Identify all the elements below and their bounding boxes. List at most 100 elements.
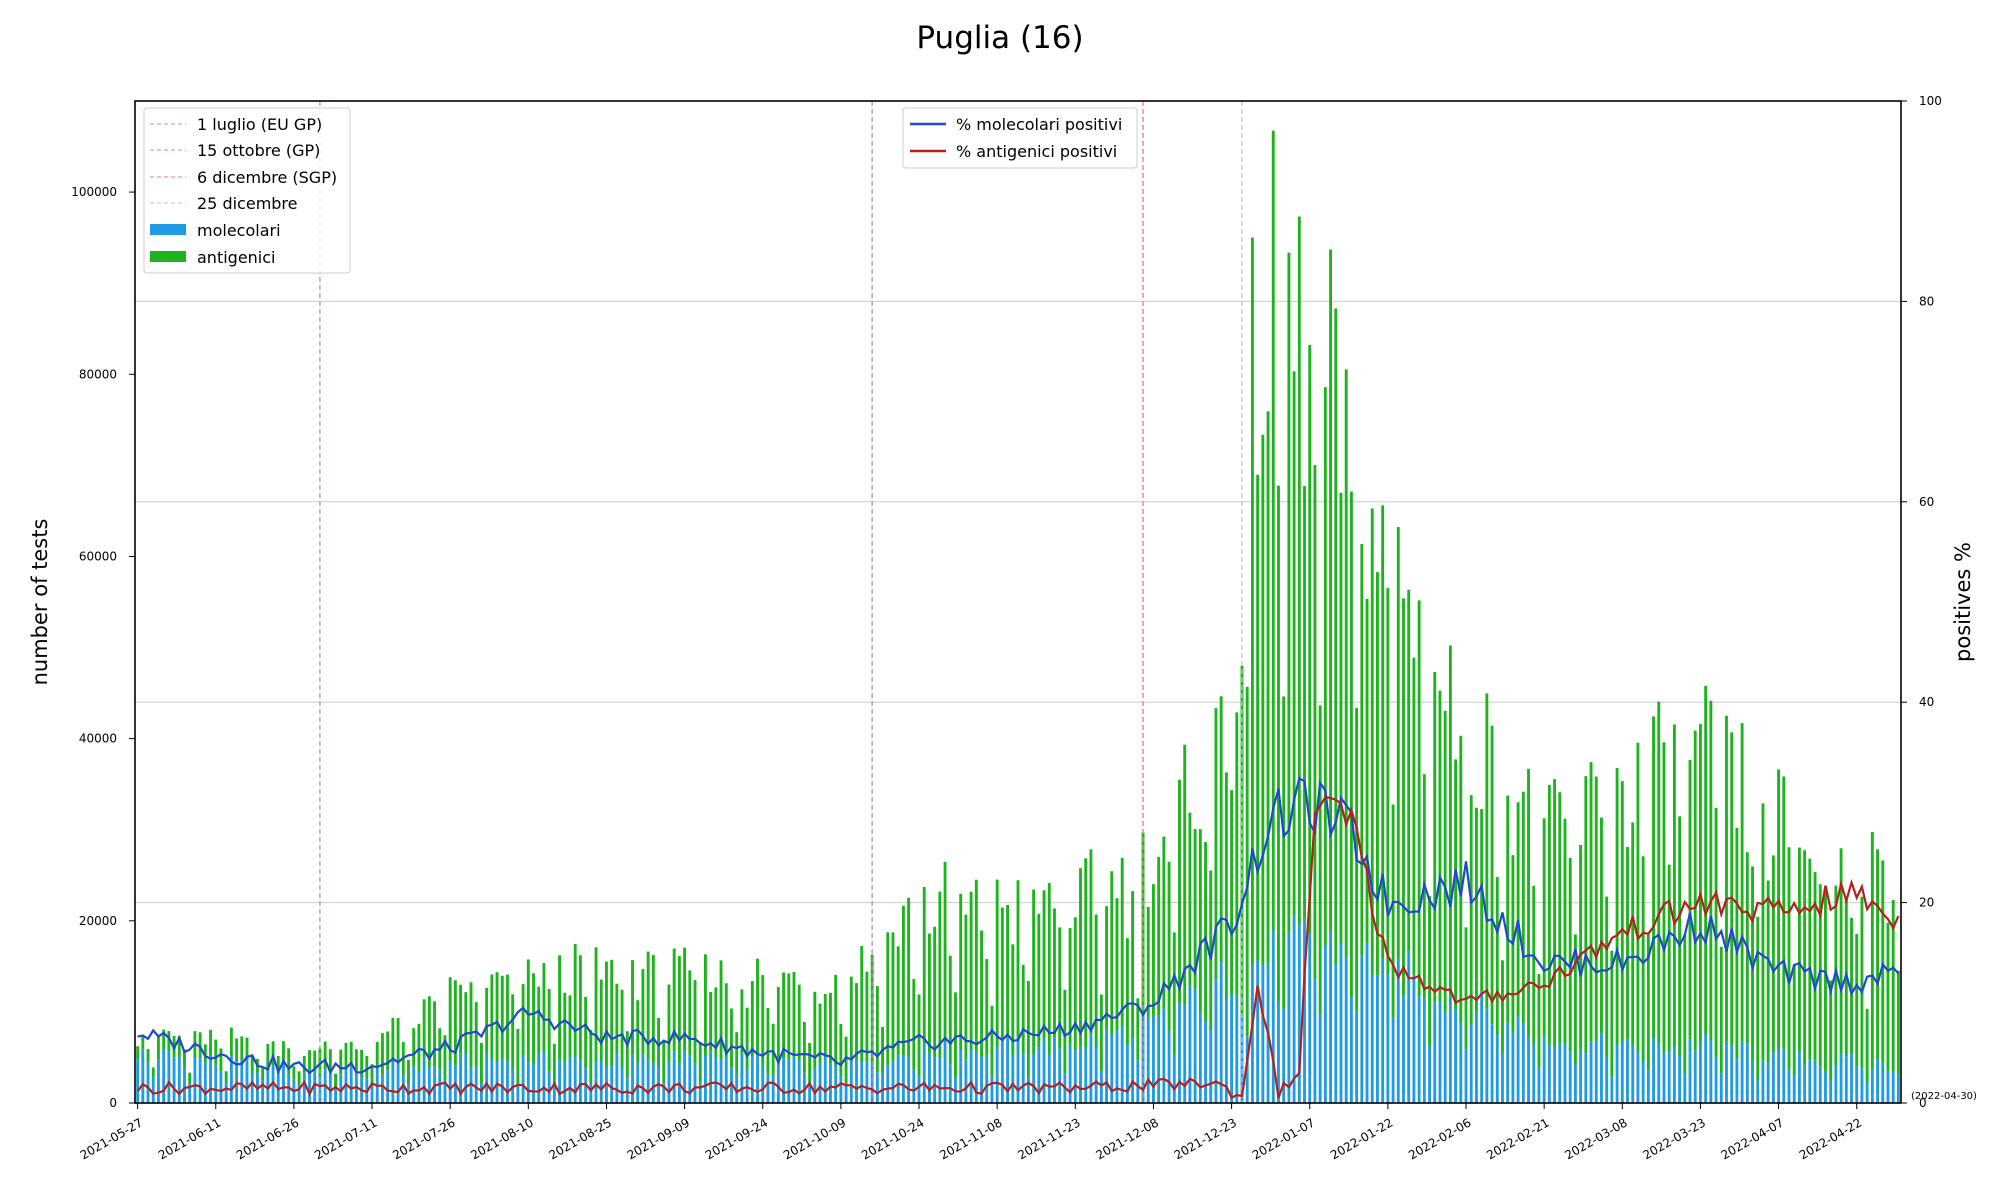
bar-antigenici <box>1553 779 1557 1048</box>
bar-molecolari <box>1110 1035 1114 1103</box>
bar-antigenici <box>1579 844 1583 1050</box>
bar-antigenici <box>1490 725 1494 1025</box>
bar-molecolari <box>381 1075 384 1103</box>
legend-label-perc-mol: % molecolari positivi <box>956 115 1122 134</box>
bar-antigenici <box>1521 791 1525 1023</box>
bar-antigenici <box>1292 371 1296 916</box>
bar-antigenici <box>526 959 530 1063</box>
bar-molecolari <box>875 1072 879 1103</box>
bar-antigenici <box>823 994 827 1056</box>
bar-antigenici <box>1209 870 1213 1031</box>
bar-molecolari <box>667 1060 671 1103</box>
bar-molecolari <box>1188 985 1192 1103</box>
bar-antigenici <box>1725 715 1728 1042</box>
bar-molecolari <box>995 1047 999 1103</box>
bar-molecolari <box>683 1049 687 1103</box>
bar-antigenici <box>891 932 895 1062</box>
bar-molecolari <box>1771 1052 1775 1103</box>
bar-molecolari <box>1370 974 1374 1103</box>
bar-antigenici <box>980 930 983 1057</box>
bar-antigenici <box>1365 598 1369 944</box>
bars-layer <box>136 130 1900 1103</box>
bar-molecolari <box>646 1060 650 1103</box>
left-tick-label: 20000 <box>79 914 117 928</box>
bar-molecolari <box>568 1057 572 1103</box>
bar-molecolari <box>1240 1016 1244 1103</box>
x-tick-label: 2022-02-21 <box>1484 1115 1551 1162</box>
bar-molecolari <box>438 1069 442 1103</box>
bar-molecolari <box>1172 1055 1176 1103</box>
bar-molecolari <box>1870 1068 1874 1103</box>
bar-molecolari <box>214 1064 218 1103</box>
bar-molecolari <box>282 1064 285 1103</box>
bar-antigenici <box>969 891 973 1050</box>
bar-molecolari <box>605 1067 608 1103</box>
x-tick-label: 2022-03-08 <box>1562 1115 1629 1162</box>
bar-molecolari <box>761 1065 765 1103</box>
bar-molecolari <box>1349 997 1353 1103</box>
bar-antigenici <box>1751 866 1754 1061</box>
bar-antigenici <box>610 959 614 1066</box>
bar-antigenici <box>1136 998 1140 1061</box>
x-tick-label: 2022-03-23 <box>1641 1115 1708 1162</box>
bar-antigenici <box>1532 885 1536 1045</box>
bar-antigenici <box>1099 994 1103 1071</box>
bar-antigenici <box>1735 827 1739 1059</box>
bar-molecolari <box>177 1057 181 1103</box>
bar-antigenici <box>188 1072 192 1084</box>
bar-molecolari <box>901 1054 905 1103</box>
bar-molecolari <box>396 1062 400 1103</box>
bar-antigenici <box>506 974 509 1061</box>
bar-antigenici <box>375 1042 379 1068</box>
bar-antigenici <box>287 1048 291 1075</box>
bar-molecolari <box>297 1085 301 1103</box>
bar-molecolari <box>1652 1038 1655 1103</box>
bar-antigenici <box>313 1050 317 1071</box>
bar-antigenici <box>1407 589 1411 952</box>
bar-antigenici <box>724 983 728 1058</box>
bar-molecolari <box>1428 1045 1431 1103</box>
bar-molecolari <box>1824 1070 1827 1103</box>
bar-molecolari <box>537 1054 541 1103</box>
bar-molecolari <box>1058 1048 1062 1103</box>
bar-antigenici <box>1886 922 1890 1072</box>
bar-antigenici <box>1667 864 1671 1052</box>
bar-molecolari <box>1782 1049 1786 1103</box>
bar-antigenici <box>1641 856 1645 1062</box>
plot-frame <box>134 100 1902 1104</box>
bar-antigenici <box>1485 693 1489 1009</box>
bar-antigenici <box>167 1030 171 1052</box>
bar-molecolari <box>1542 1036 1546 1103</box>
bar-antigenici <box>1678 816 1682 1057</box>
bar-molecolari <box>328 1072 332 1103</box>
bar-molecolari <box>1730 1045 1734 1103</box>
right-tick-label: 0 <box>1919 1096 1927 1110</box>
bar-molecolari <box>844 1084 848 1103</box>
bar-molecolari <box>1303 919 1306 1103</box>
bar-molecolari <box>162 1049 166 1103</box>
bar-antigenici <box>1527 768 1530 1035</box>
bar-molecolari <box>146 1062 150 1103</box>
bar-antigenici <box>1297 216 1301 926</box>
bar-molecolari <box>959 1049 963 1103</box>
bar-molecolari <box>526 1062 530 1103</box>
legend-label-perc-ant: % antigenici positivi <box>956 142 1117 161</box>
bar-molecolari <box>485 1052 489 1103</box>
bar-molecolari <box>1386 973 1390 1103</box>
bar-antigenici <box>308 1050 311 1073</box>
bar-molecolari <box>464 1053 468 1103</box>
bar-molecolari <box>386 1070 390 1103</box>
bar-molecolari <box>1693 1050 1697 1103</box>
bar-antigenici <box>860 946 864 1063</box>
bar-molecolari <box>250 1072 254 1103</box>
x-tick-label: 2021-06-26 <box>234 1115 301 1162</box>
x-tick-label: 2021-09-09 <box>625 1115 692 1162</box>
bar-molecolari <box>829 1063 832 1103</box>
bar-antigenici <box>1818 884 1822 1067</box>
bar-molecolari <box>802 1072 806 1103</box>
bar-molecolari <box>1318 1014 1322 1103</box>
bar-molecolari <box>1068 1044 1072 1103</box>
bar-molecolari <box>1136 1060 1140 1103</box>
bar-molecolari <box>1761 1060 1765 1103</box>
